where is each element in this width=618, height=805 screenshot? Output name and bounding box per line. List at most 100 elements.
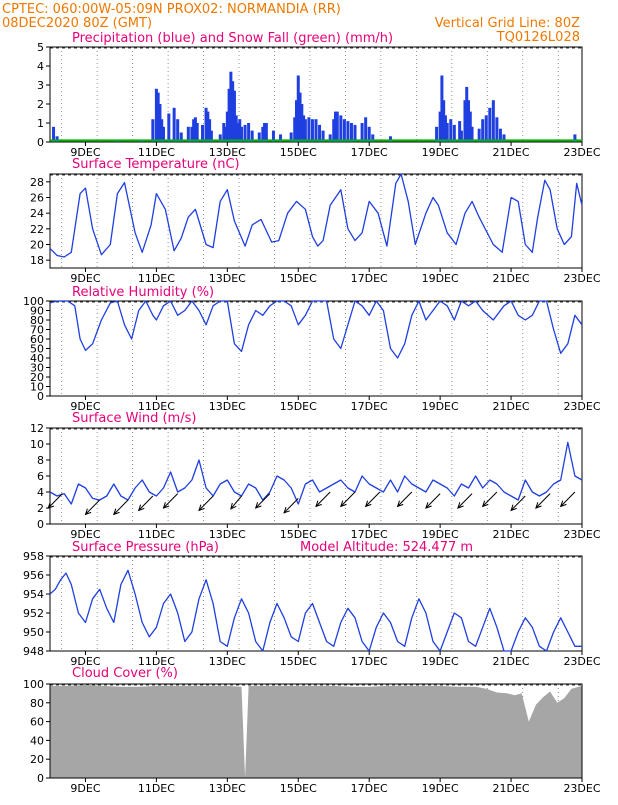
humidity-xtick-label: 11DEC — [138, 400, 175, 413]
cloud-cover-frame-top — [49, 683, 583, 779]
wind-arrow — [560, 491, 576, 507]
precip-bar — [209, 130, 213, 142]
precipitation-ytick-label: 5 — [37, 41, 44, 54]
precip-bar — [467, 100, 471, 142]
humidity-ytick-label: 100 — [23, 295, 44, 308]
precip-bar — [193, 117, 197, 142]
pressure-xtick-label: 21DEC — [493, 655, 530, 668]
cloud-cover-xtick-label: 23DEC — [563, 782, 600, 795]
wind-arrow — [365, 491, 381, 507]
wind-arrow — [113, 499, 129, 515]
precip-bar — [204, 107, 208, 142]
precip-bar — [296, 75, 300, 142]
precip-bar — [449, 119, 453, 142]
humidity-ytick-label: 30 — [30, 362, 44, 375]
precip-bar — [208, 119, 212, 142]
header-date: 08DEC2020 80Z (GMT) — [2, 16, 152, 31]
precip-bar — [176, 119, 180, 142]
precip-bar — [179, 132, 183, 142]
cloud-cover-xtick-label: 11DEC — [138, 782, 175, 795]
precip-bar — [318, 124, 322, 142]
humidity-ytick-label: 90 — [30, 305, 44, 318]
cloud-cover-panel: Cloud Cover (%) 0 20 40 60 80 100 9DEC 11DEC 13D… — [23, 666, 601, 795]
precip-bar — [234, 115, 238, 142]
precipitation-ytick-label: 0 — [37, 136, 44, 149]
precip-bar — [302, 115, 306, 142]
pressure-ytick-label: 958 — [23, 550, 44, 563]
precip-bar — [261, 126, 265, 142]
pressure-title: Surface Pressure (hPa) — [72, 540, 219, 555]
wind-arrowhead — [283, 506, 290, 514]
precip-bar — [298, 92, 302, 142]
precip-bar — [435, 126, 439, 142]
header-grid-note: Vertical Grid Line: 80Z — [435, 16, 580, 31]
wind-arrow — [425, 493, 441, 509]
wind-ytick-label: 6 — [37, 470, 44, 483]
precip-bar — [303, 119, 307, 142]
wind-arrow — [198, 495, 214, 511]
precip-bar — [294, 100, 298, 142]
wind-xtick-label: 11DEC — [138, 528, 175, 541]
pressure-ytick-label: 956 — [23, 569, 44, 582]
temperature-title: Surface Temperature (nC) — [72, 157, 240, 172]
wind-arrowhead — [315, 500, 322, 508]
precip-bar — [495, 117, 499, 142]
precip-bar — [332, 119, 336, 142]
wind-ytick-label: 12 — [30, 422, 44, 435]
pressure-frame — [49, 555, 583, 652]
wind-arrow — [482, 491, 498, 507]
precip-bar — [463, 100, 467, 142]
precip-bar — [55, 136, 59, 142]
cloud-cover-ytick-label: 80 — [30, 697, 44, 710]
wind-arrowhead — [254, 502, 262, 509]
humidity-frame — [49, 300, 583, 397]
humidity-ytick-label: 80 — [30, 314, 44, 327]
precip-bar — [240, 126, 244, 142]
precipitation-ytick-label: 3 — [37, 79, 44, 92]
precip-bar — [468, 111, 472, 142]
precip-bar — [264, 123, 268, 142]
pressure-ytick-label: 950 — [23, 626, 44, 639]
precip-bar — [438, 111, 442, 142]
pressure-series-line — [49, 569, 582, 652]
temperature-ytick-label: 20 — [30, 239, 44, 252]
precip-bar — [236, 123, 240, 142]
precip-bar — [452, 124, 456, 142]
precip-bar — [481, 119, 485, 142]
wind-arrowhead — [230, 502, 237, 510]
humidity-xtick-label: 9DEC — [70, 400, 100, 413]
wind-arrowhead — [425, 502, 432, 509]
wind-xtick-label: 17DEC — [351, 528, 388, 541]
precipitation-xtick-label: 11DEC — [138, 146, 175, 159]
precip-bar — [160, 119, 164, 142]
precip-bar — [349, 123, 353, 142]
header-line1: CPTEC: 060:00W-05:09N PROX02: NORMANDIA … — [2, 2, 341, 17]
precip-bar — [364, 117, 368, 142]
wind-ytick-label: 2 — [37, 502, 44, 515]
precip-bar — [442, 100, 446, 142]
humidity-xtick-label: 19DEC — [422, 400, 459, 413]
temperature-xtick-label: 19DEC — [422, 272, 459, 285]
temperature-ytick-label: 26 — [30, 192, 44, 205]
precip-bar — [300, 104, 304, 142]
humidity-xtick-label: 15DEC — [280, 400, 317, 413]
precip-bar — [488, 107, 492, 142]
precip-bar — [465, 86, 469, 142]
precip-bar — [218, 134, 222, 142]
cloud-cover-xtick-label: 13DEC — [209, 782, 246, 795]
temperature-xtick-label: 11DEC — [138, 272, 175, 285]
wind-arrowhead — [510, 504, 517, 512]
wind-arrowhead — [481, 500, 489, 508]
humidity-ytick-label: 40 — [30, 352, 44, 365]
precip-bar — [440, 75, 444, 142]
cloud-cover-xtick-label: 17DEC — [351, 782, 388, 795]
wind-arrowhead — [112, 508, 120, 516]
precip-bar — [360, 123, 364, 142]
precip-bar — [388, 136, 392, 142]
pressure-ytick-label: 952 — [23, 607, 44, 620]
cloud-cover-area — [50, 684, 582, 778]
precip-bar — [310, 119, 314, 142]
precip-bar — [459, 130, 463, 142]
precip-bar — [289, 132, 293, 142]
precip-bar — [247, 123, 251, 142]
